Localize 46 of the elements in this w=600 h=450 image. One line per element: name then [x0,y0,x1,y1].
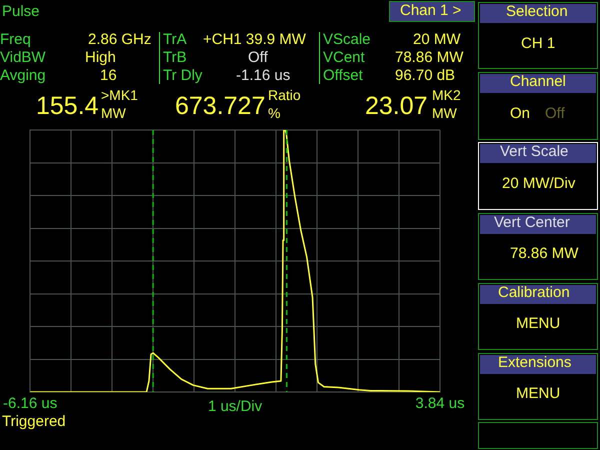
text: Offset [323,67,363,84]
text: Vert Scale [500,143,568,160]
text: CH 1 [521,35,556,52]
text: 23.07 [365,92,428,120]
text: VidBW [0,49,46,66]
text: Channel [510,73,566,90]
text: Calibration [498,284,570,301]
text: TrA [163,31,187,48]
text: Avging [0,67,46,84]
text: Extensions [498,354,572,371]
text: 2.86 GHz [88,31,152,48]
text: 78.86 MW [395,49,464,66]
text: 673.727 [175,92,266,120]
text: MENU [516,385,560,402]
x-axis-title: 1 us/Div [208,398,263,416]
text: On [510,105,530,122]
text: +CH1 39.9 MW [203,31,306,48]
text: 20 MW [413,31,461,48]
text: 20 MW/Div [502,175,576,192]
text: VCent [323,49,365,66]
text: Chan 1 > [400,2,462,19]
text: Ratio [268,87,301,103]
text: % [268,105,280,121]
text: VScale [323,31,371,48]
text: -1.16 us [236,67,290,84]
text: 16 [100,67,117,84]
text: 155.4 [36,92,99,120]
text: Selection [506,3,568,20]
text: Freq [0,31,31,48]
text: MW [101,105,126,121]
text: Off [248,49,268,66]
x-tick-label: 3.84 us [415,395,465,412]
text: >MK1 [101,87,138,103]
text: Off [545,105,565,122]
text: Triggered [2,413,66,430]
text: High [85,49,116,66]
text: TrB [163,49,187,66]
text: MK2 [432,87,461,103]
text: MW [432,105,457,121]
chart-title: Pulse [2,3,40,20]
x-tick-label: -6.16 us [3,395,58,412]
text: Tr Dly [163,67,202,84]
text: 96.70 dB [395,67,456,84]
text: Vert Center [494,214,570,231]
text: MENU [516,315,560,332]
text: 78.86 MW [510,245,578,262]
